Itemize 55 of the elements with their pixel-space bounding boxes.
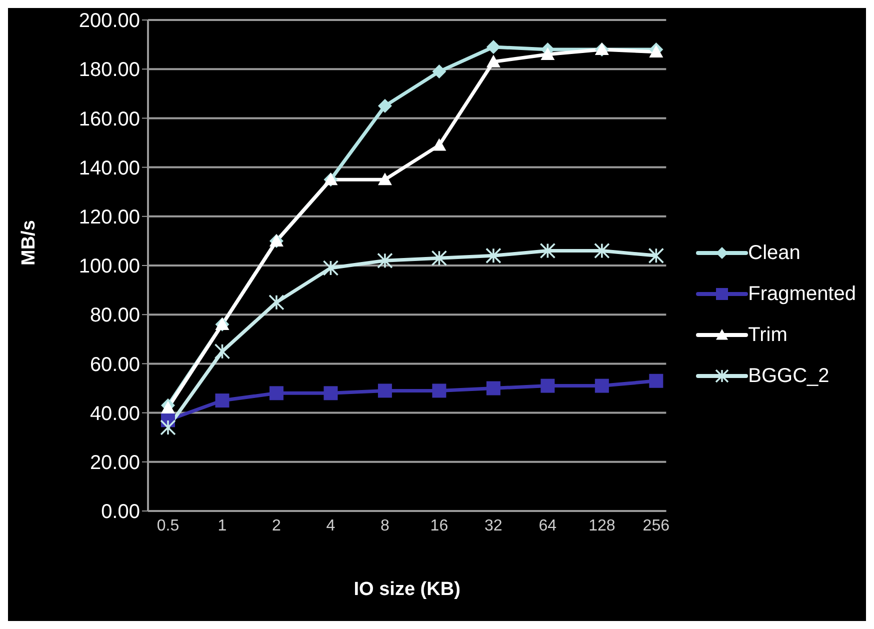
- point: [649, 44, 664, 58]
- point: [486, 248, 502, 264]
- point: [214, 344, 230, 360]
- y-tick-label: 120.00: [78, 206, 140, 228]
- point: [160, 420, 176, 436]
- point: [377, 252, 393, 268]
- point: [268, 294, 284, 310]
- y-axis-title: MB/s: [18, 220, 40, 266]
- x-tick-label: 16: [430, 517, 448, 534]
- x-axis-title: IO size (KB): [354, 579, 460, 600]
- x-tick-label: 64: [538, 517, 557, 534]
- x-tick-label: 2: [272, 517, 282, 534]
- point: [486, 54, 500, 68]
- point: [486, 381, 500, 396]
- y-tick-label: 20.00: [90, 452, 140, 474]
- point: [324, 386, 338, 400]
- legend-label: Clean: [748, 242, 800, 264]
- point: [322, 260, 339, 276]
- x-tick-label: 4: [326, 517, 336, 534]
- point: [486, 40, 500, 54]
- point: [378, 172, 392, 186]
- y-tick-label: 80.00: [90, 304, 140, 327]
- y-tick-label: 100.00: [78, 256, 140, 278]
- point: [432, 384, 446, 398]
- x-tick-label: 8: [380, 517, 390, 534]
- point: [269, 386, 284, 400]
- x-tick-label: 1: [218, 517, 227, 534]
- y-tick-label: 180.00: [78, 59, 140, 82]
- legend-label: Trim: [748, 324, 788, 346]
- point: [215, 394, 230, 408]
- point: [594, 242, 610, 259]
- point: [378, 98, 392, 113]
- x-tick-label: 128: [588, 517, 616, 534]
- y-tick-label: 40.00: [90, 402, 140, 425]
- point: [649, 374, 664, 388]
- y-tick-label: 0.00: [101, 501, 140, 524]
- point: [378, 384, 392, 398]
- point: [540, 47, 555, 60]
- point: [594, 378, 609, 393]
- y-tick-label: 160.00: [78, 108, 140, 130]
- point: [432, 64, 446, 79]
- y-tick-label: 200.00: [78, 10, 140, 32]
- point: [431, 250, 448, 266]
- point: [432, 138, 446, 151]
- legend-label: Fragmented: [748, 282, 856, 306]
- point: [161, 400, 175, 414]
- x-tick-label: 256: [642, 517, 670, 534]
- point: [540, 378, 555, 393]
- point: [648, 248, 664, 264]
- x-tick-label: 32: [484, 517, 502, 534]
- legend-label: BGGC_2: [748, 364, 830, 388]
- y-tick-label: 60.00: [90, 354, 140, 376]
- x-tick-label: 0.5: [156, 517, 180, 534]
- point: [540, 242, 556, 259]
- y-tick-label: 140.00: [78, 157, 140, 180]
